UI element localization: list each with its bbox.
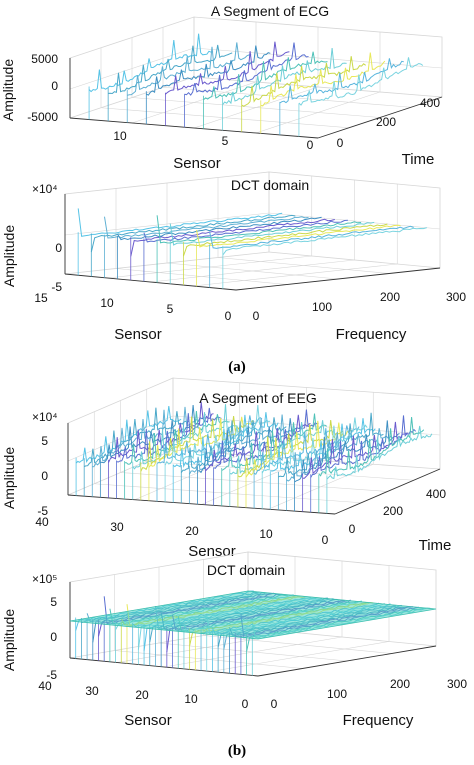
eeg-x-tick-400: 400 [426,487,446,501]
eeg-dct-y-tick-30: 30 [85,684,99,698]
ecg-x-label: Time [402,151,435,168]
eeg-z-label: Amplitude [1,447,17,509]
eeg-dct-x-label: Frequency [343,712,414,729]
eeg-title: A Segment of EEG [199,390,317,406]
ecg-dct-series-line [130,218,335,257]
ecg-dct-series-line [104,216,309,239]
ecg-z-tick-3: -5000 [27,110,58,124]
ecg-dct-series-line [90,214,296,253]
ecg-dct-x-tick-300: 300 [446,290,466,304]
panel-eeg: A Segment of EEG ×10⁴ 5 0 -5 Amplitude 4… [1,377,452,560]
eeg-y-label: Sensor [188,543,236,560]
eeg-dct-y-tick-10: 10 [184,692,198,706]
eeg-series-line [326,425,433,480]
eeg-x-label: Time [419,537,452,554]
ecg-dct-y-tick-15: 15 [34,291,48,305]
ecg-series-line [108,44,233,95]
eeg-dct-exponent: ×10⁵ [32,572,57,586]
eeg-x-tick-200: 200 [383,504,403,518]
ecg-series-group [88,33,424,137]
ecg-dct-z-tick-neg5: -5 [51,280,62,294]
ecg-dct-series-line [117,216,322,241]
ecg-dct-z-label: Amplitude [1,225,17,287]
ecg-series-line [146,45,271,96]
ecg-x-tick-400: 400 [420,96,440,110]
eeg-z-tick-0: 0 [41,469,48,483]
ecg-dct-y-tick-10: 10 [100,296,114,310]
ecg-dct-series-line [77,208,283,237]
eeg-dct-x-tick-200: 200 [390,677,410,691]
eeg-series-line [188,414,295,475]
eeg-dct-z-tick-5: 5 [50,595,57,609]
panel-eeg-dct: DCT domain ×10⁵ 5 0 -5 Amplitude 40 30 2… [1,551,467,729]
ecg-dct-y-tick-0: 0 [225,309,232,323]
eeg-series-line [100,404,206,464]
eeg-series-group [75,401,433,514]
eeg-y-tick-20: 20 [185,524,199,538]
eeg-z-tick-5: 5 [41,434,48,448]
ecg-z-tick-2: 0 [51,79,58,93]
eeg-dct-y-tick-0: 0 [242,697,249,711]
ecg-dct-title: DCT domain [231,177,309,193]
ecg-y-tick-10: 10 [113,129,127,143]
ecg-dct-y-label: Sensor [114,326,162,343]
caption-a: (a) [228,359,246,375]
ecg-dct-y-tick-5: 5 [167,302,174,316]
panel-ecg-dct: DCT domain ×10⁴ 0 -5 Amplitude 15 10 5 0… [1,171,466,343]
eeg-y-tick-40: 40 [35,515,49,529]
eeg-y-tick-30: 30 [110,520,124,534]
eeg-series-line [245,420,352,478]
eeg-series-line [205,414,311,472]
caption-b: (b) [228,743,246,759]
ecg-z-label: Amplitude [0,59,16,121]
eeg-x-tick-0: 0 [349,522,356,536]
ecg-dct-series-line [182,223,388,257]
ecg-dct-exponent: ×10⁴ [32,182,58,196]
ecg-dct-series-group [77,208,427,289]
eeg-series-line [237,419,344,478]
ecg-dct-series-line [209,225,414,249]
eeg-series-line [261,417,368,474]
eeg-dct-title: DCT domain [207,562,285,578]
eeg-dct-z-tick-neg5: -5 [46,668,57,682]
ecg-dct-series-line [143,219,348,243]
eeg-dct-x-tick-0: 0 [271,697,278,711]
ecg-dct-series-line [222,227,427,256]
eeg-series-line [197,418,303,474]
ecg-series-line [298,57,424,106]
ecg-dct-z-tick-0: 0 [55,241,62,255]
ecg-dct-x-label: Frequency [336,326,407,343]
ecg-dct-series-line [169,221,375,246]
eeg-exponent: ×10⁴ [32,410,58,424]
eeg-z-tick-neg5: -5 [37,504,48,518]
ecg-y-tick-0: 0 [307,138,314,152]
eeg-y-tick-10: 10 [259,527,273,541]
ecg-z-tick-1: 5000 [31,52,58,66]
ecg-series-line [222,47,347,106]
ecg-dct-series-line [196,224,401,248]
eeg-series-line [253,425,360,475]
panel-ecg: A Segment of ECG 5000 0 -5000 Amplitude … [0,3,443,172]
ecg-y-label: Sensor [173,155,221,172]
eeg-y-tick-0: 0 [322,533,329,547]
eeg-dct-series-group [69,590,437,676]
eeg-dct-surface [69,590,437,640]
ecg-dct-x-tick-0: 0 [253,309,260,323]
eeg-dct-z-tick-0: 0 [50,630,57,644]
eeg-dct-y-tick-40: 40 [38,679,52,693]
eeg-dct-x-tick-300: 300 [447,677,467,691]
ecg-x-tick-0: 0 [337,136,344,150]
ecg-dct-x-tick-100: 100 [312,300,332,314]
eeg-dct-y-label: Sensor [124,712,172,729]
ecg-title: A Segment of ECG [211,3,329,19]
eeg-dct-y-tick-20: 20 [135,688,149,702]
eeg-dct-x-tick-100: 100 [327,687,347,701]
ecg-series-line [88,33,214,93]
ecg-x-tick-200: 200 [376,115,396,129]
ecg-dct-series-line [156,215,362,244]
eeg-dct-z-label: Amplitude [1,609,17,671]
ecg-dct-x-tick-200: 200 [380,290,400,304]
ecg-y-tick-5: 5 [222,134,229,148]
